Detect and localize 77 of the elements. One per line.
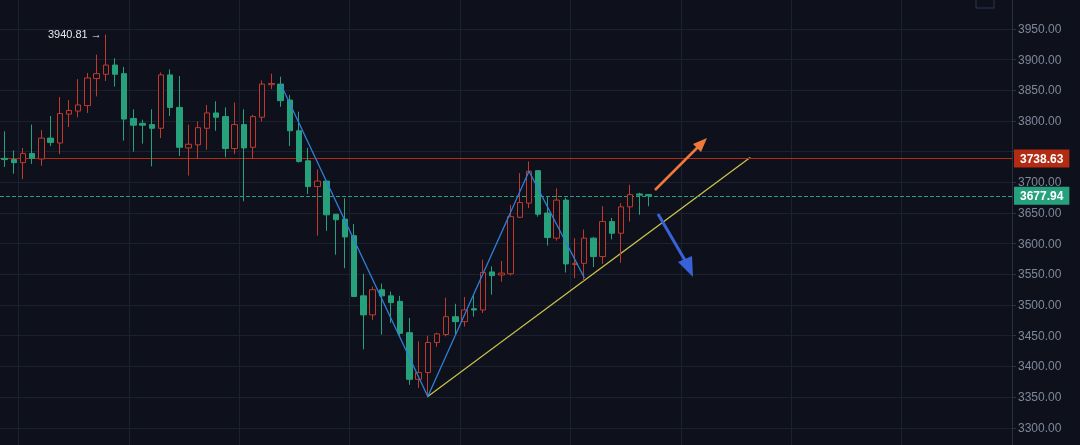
- y-tick-label: 3800.00: [1018, 113, 1062, 128]
- candlestick: [149, 108, 155, 167]
- candlestick: [222, 106, 229, 158]
- y-tick-label: 3900.00: [1018, 52, 1062, 67]
- candlestick: [103, 33, 109, 82]
- candlestick: [397, 295, 403, 337]
- candlestick: [590, 236, 597, 268]
- candlestick: [121, 66, 127, 142]
- candlestick: [47, 115, 54, 147]
- candlestick: [84, 72, 91, 114]
- candlestick: [139, 119, 146, 145]
- candlestick: [507, 204, 514, 277]
- candlestick: [572, 237, 578, 279]
- candlestick: [360, 273, 367, 350]
- y-tick-label: 3950.00: [1018, 21, 1062, 36]
- candlestick: [38, 129, 45, 167]
- candlestick: [526, 160, 532, 209]
- candlestick: [379, 283, 385, 336]
- candlestick: [609, 217, 615, 240]
- y-tick-label: 3700.00: [1018, 175, 1062, 190]
- candlestick: [204, 104, 210, 151]
- candlestick: [1, 130, 8, 168]
- ref-line-label: 3677.94: [1020, 188, 1064, 203]
- y-tick-label: 3550.00: [1018, 267, 1062, 282]
- candlestick: [333, 213, 339, 256]
- candlestick: [93, 54, 100, 97]
- candlestick: [627, 184, 633, 223]
- candlestick: [581, 229, 587, 282]
- candlestick: [57, 96, 63, 155]
- candlestick: [185, 124, 192, 177]
- candlestick: [20, 147, 26, 180]
- candlestick: [167, 68, 173, 117]
- candlestick: [471, 293, 477, 318]
- candlestick: [296, 111, 302, 164]
- candlestick: [452, 303, 459, 336]
- candlestick: [250, 114, 256, 160]
- candlestick: [11, 149, 17, 175]
- candlestick: [553, 187, 560, 242]
- candlestick: [498, 260, 505, 283]
- candlestick: [287, 94, 293, 147]
- candlestick: [599, 205, 606, 265]
- candlestick: [112, 57, 118, 88]
- candlestick: [618, 202, 624, 264]
- ref-line-label: 3738.63: [1020, 151, 1064, 166]
- candlestick: [29, 124, 35, 165]
- candlestick: [351, 223, 357, 298]
- candlestick: [369, 286, 376, 321]
- candlestick: [66, 99, 72, 128]
- y-tick-label: 3600.00: [1018, 236, 1062, 251]
- annotation: 3940.81 →: [47, 28, 102, 41]
- candlestick: [305, 147, 311, 195]
- candlestick: [213, 100, 219, 132]
- candlestick: [158, 71, 164, 139]
- candlestick: [176, 75, 183, 157]
- candlestick: [130, 108, 137, 153]
- candlestick: [75, 78, 81, 118]
- y-tick-label: 3300.00: [1018, 420, 1062, 435]
- candlestick: [388, 291, 394, 324]
- y-tick-label: 3350.00: [1018, 390, 1062, 405]
- candlestick: [314, 168, 321, 237]
- y-tick-label: 3850.00: [1018, 83, 1062, 98]
- candlestick: [406, 317, 413, 386]
- candlestick: [517, 172, 523, 219]
- y-tick-label: 3450.00: [1018, 328, 1062, 343]
- candlestick: [480, 259, 486, 314]
- candlestick: [195, 121, 201, 160]
- candlestick: [443, 297, 449, 337]
- candlestick: [489, 265, 495, 296]
- y-tick-label: 3400.00: [1018, 359, 1062, 374]
- y-tick-label: 3650.00: [1018, 205, 1062, 220]
- candlestick: [277, 76, 284, 108]
- y-tick-label: 3500.00: [1018, 298, 1062, 313]
- candlestick: [268, 73, 275, 90]
- line-series: [279, 83, 585, 398]
- candlestick: [434, 332, 440, 348]
- candlestick: [259, 79, 265, 123]
- candlestick: [231, 102, 238, 155]
